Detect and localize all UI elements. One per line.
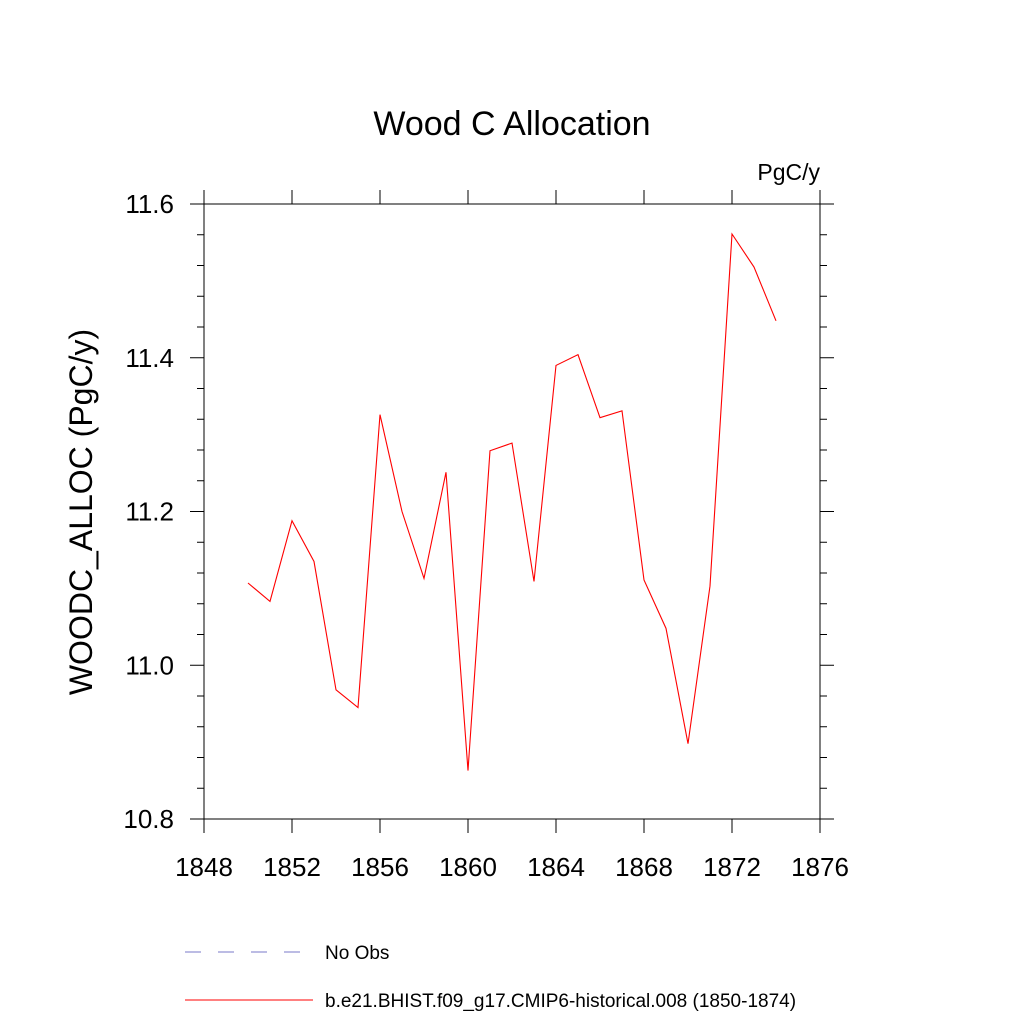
x-tick-label: 1864 [527,852,585,882]
y-tick-label: 11.4 [125,343,174,373]
x-tick-label: 1852 [263,852,321,882]
x-tick-label: 1856 [351,852,409,882]
legend: No Obs b.e21.BHIST.f09_g17.CMIP6-historic… [185,943,796,1012]
y-tick-label: 10.8 [123,804,174,834]
x-tick-label: 1876 [791,852,849,882]
y-tick-label: 11.0 [125,650,174,680]
legend-label: No Obs [325,943,389,964]
x-tick-label: 1868 [615,852,673,882]
x-tick-label: 1848 [175,852,233,882]
y-tick-label: 11.6 [125,189,174,219]
units-label: PgC/y [757,159,820,185]
x-tick-label: 1860 [439,852,497,882]
series-layer [247,232,777,771]
legend-label: b.e21.BHIST.f09_g17.CMIP6-historical.008… [325,991,796,1012]
x-tick-label: 1872 [703,852,761,882]
y-tick-label: 11.2 [125,497,174,527]
series-line [247,232,777,771]
chart-title: Wood C Allocation [373,105,650,143]
y-axis-title: WOODC_ALLOC (PgC/y) [63,329,99,695]
axes: 1848 1852 1856 1860 1864 1868 1872 1876 10.8 11.0… [123,189,849,882]
